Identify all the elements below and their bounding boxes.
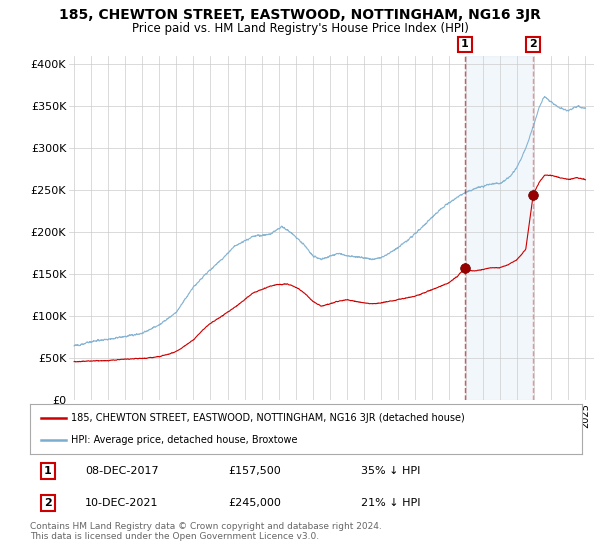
Text: HPI: Average price, detached house, Broxtowe: HPI: Average price, detached house, Brox…: [71, 435, 298, 445]
Text: Price paid vs. HM Land Registry's House Price Index (HPI): Price paid vs. HM Land Registry's House …: [131, 22, 469, 35]
Text: 2: 2: [44, 498, 52, 508]
Text: £245,000: £245,000: [229, 498, 281, 508]
Text: 1: 1: [461, 39, 469, 49]
Text: 08-DEC-2017: 08-DEC-2017: [85, 466, 159, 476]
Text: 21% ↓ HPI: 21% ↓ HPI: [361, 498, 421, 508]
Text: £157,500: £157,500: [229, 466, 281, 476]
Text: 10-DEC-2021: 10-DEC-2021: [85, 498, 158, 508]
Text: 2: 2: [529, 39, 537, 49]
Text: Contains HM Land Registry data © Crown copyright and database right 2024.
This d: Contains HM Land Registry data © Crown c…: [30, 522, 382, 542]
Text: 1: 1: [44, 466, 52, 476]
Text: 185, CHEWTON STREET, EASTWOOD, NOTTINGHAM, NG16 3JR (detached house): 185, CHEWTON STREET, EASTWOOD, NOTTINGHA…: [71, 413, 465, 423]
Text: 35% ↓ HPI: 35% ↓ HPI: [361, 466, 421, 476]
Bar: [465, 56, 533, 400]
Text: 185, CHEWTON STREET, EASTWOOD, NOTTINGHAM, NG16 3JR: 185, CHEWTON STREET, EASTWOOD, NOTTINGHA…: [59, 8, 541, 22]
